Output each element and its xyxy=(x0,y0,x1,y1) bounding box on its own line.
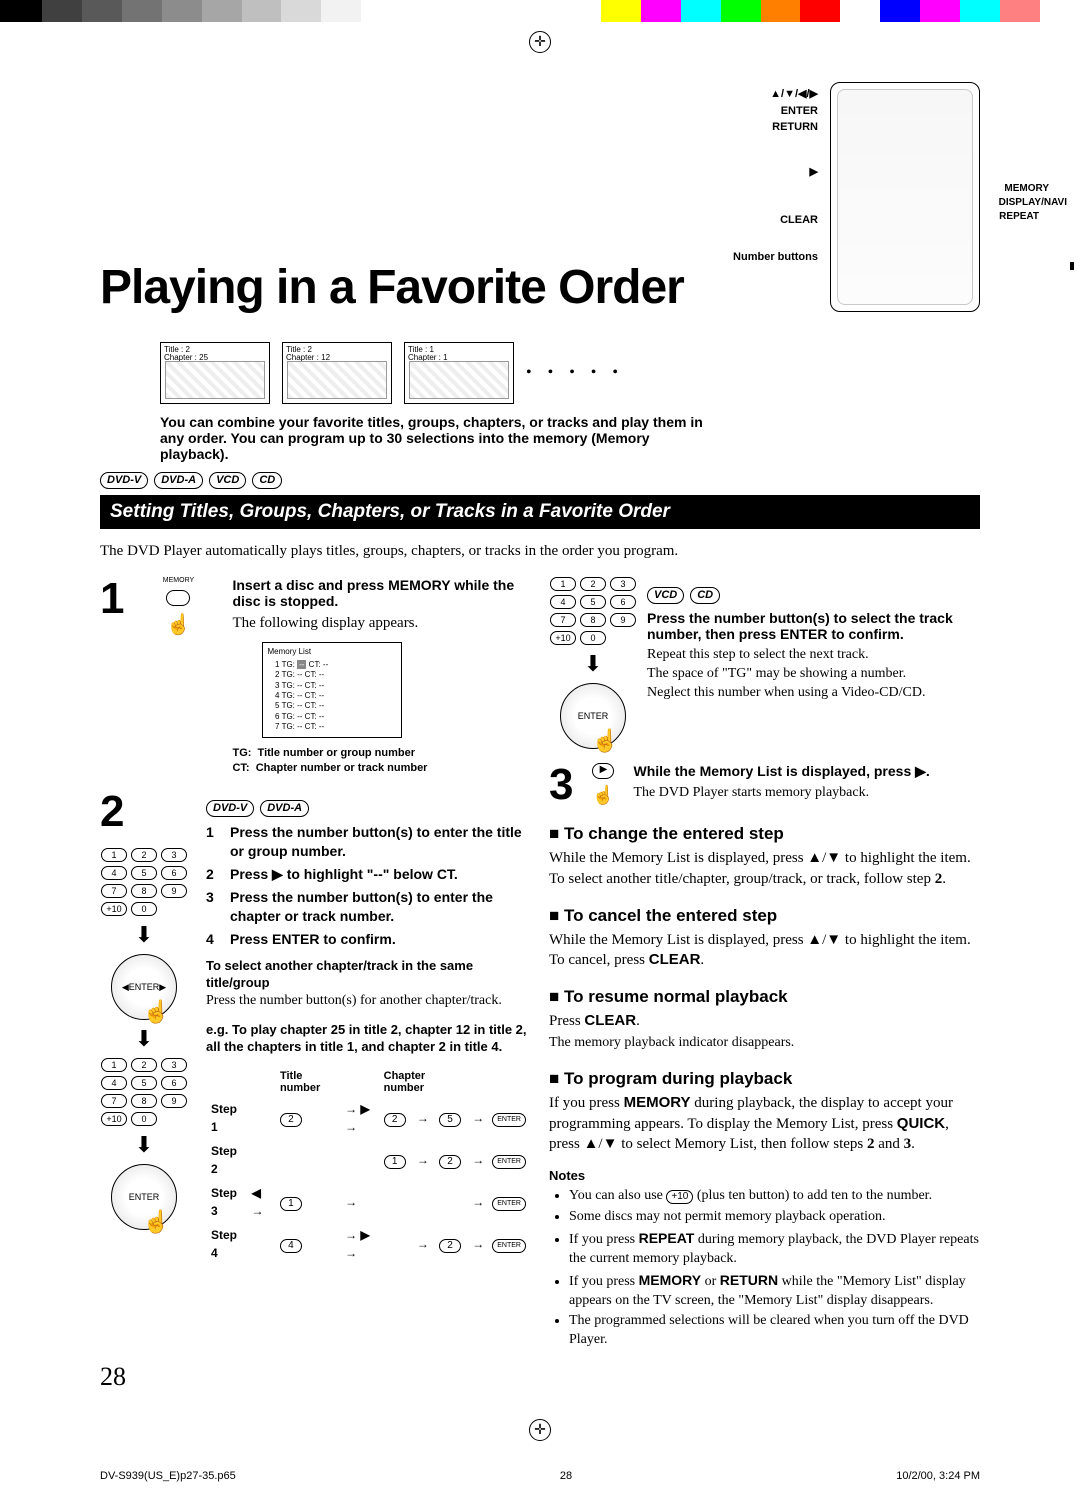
registration-mark-bottom: ✛ xyxy=(0,1410,1080,1450)
side-crop-mark xyxy=(1070,262,1074,270)
section-heading: Setting Titles, Groups, Chapters, or Tra… xyxy=(100,495,980,529)
step-number-1: 1 xyxy=(100,577,124,776)
page-title: Playing in a Favorite Order xyxy=(100,264,684,312)
intro-text: You can combine your favorite titles, gr… xyxy=(160,414,720,462)
step2-example-heading: e.g. To play chapter 25 in title 2, chap… xyxy=(206,1021,531,1056)
print-color-bar xyxy=(0,0,1080,22)
change-body: While the Memory List is displayed, pres… xyxy=(549,848,980,889)
step2-badges: DVD-VDVD-A xyxy=(206,800,531,817)
example-thumbnails: Title : 2Chapter : 25Title : 2Chapter : … xyxy=(160,342,980,404)
step-sequence-table: Title numberChapter number Step 12→ ▶ →2… xyxy=(206,1066,531,1266)
step2-sub-heading: To select another chapter/track in the s… xyxy=(206,957,531,992)
step2-sub-body: Press the number button(s) for another c… xyxy=(206,992,531,1011)
thumbnail: Title : 1Chapter : 1 xyxy=(404,342,514,404)
program-body: If you press MEMORY during playback, the… xyxy=(549,1093,980,1154)
notes-heading: Notes xyxy=(549,1168,980,1183)
step3-heading: While the Memory List is displayed, pres… xyxy=(633,763,980,780)
step-number-3: 3 xyxy=(549,763,573,807)
enter-dial-icon-2: ENTER☝ xyxy=(111,1164,177,1230)
resume-heading: To resume normal playback xyxy=(549,988,980,1005)
print-footer: DV-S939(US_E)p27-35.p65 28 10/2/00, 3:24… xyxy=(0,1450,1080,1502)
registration-mark-top: ✛ xyxy=(0,22,1080,62)
resume-body: Press CLEAR.The memory playback indicato… xyxy=(549,1011,980,1052)
step1-heading: Insert a disc and press MEMORY while the… xyxy=(232,577,531,609)
disc-type-badges: DVD-VDVD-AVCDCD xyxy=(100,472,980,489)
step2r-l1: Repeat this step to select the next trac… xyxy=(647,646,980,665)
cancel-body: While the Memory List is displayed, pres… xyxy=(549,930,980,971)
program-heading: To program during playback xyxy=(549,1070,980,1087)
step2r-badges: VCDCD xyxy=(647,587,980,604)
step2r-heading: Press the number button(s) to select the… xyxy=(647,610,980,642)
step-number-2: 2 xyxy=(100,790,124,834)
step2-keypad-icon: 123 456 789 +100 ⬇ ◀ENTER▶☝ ⬇ 123 456 78… xyxy=(100,848,188,1230)
enter-dial-icon-3: ENTER☝ xyxy=(560,683,626,749)
remote-left-labels: ▲/▼/◀/▶ ENTER RETURN ▶ CLEAR Number butt… xyxy=(733,86,818,265)
step1-icon: MEMORY ☝ xyxy=(134,577,222,776)
step2r-l2: The space of "TG" may be showing a numbe… xyxy=(647,665,980,684)
remote-illustration: MEMORY DISPLAY/NAVI REPEAT xyxy=(830,82,980,312)
step3-icon: ▶ ☝ xyxy=(583,763,623,807)
change-heading: To change the entered step xyxy=(549,825,980,842)
step2r-keypad-icon: 123 456 789 +100 ⬇ ENTER☝ xyxy=(549,577,637,749)
step2-instructions: 1Press the number button(s) to enter the… xyxy=(206,823,531,948)
enter-dial-icon: ◀ENTER▶☝ xyxy=(111,954,177,1020)
step2r-l3: Neglect this number when using a Video-C… xyxy=(647,684,980,703)
memory-list-display: Memory List 1 TG: -- CT: --2 TG: -- CT: … xyxy=(262,642,402,738)
memory-list-caption: TG: Title number or group number CT: Cha… xyxy=(232,746,531,777)
step3-body: The DVD Player starts memory playback. xyxy=(633,784,980,803)
step1-body: The following display appears. xyxy=(232,613,531,633)
cancel-heading: To cancel the entered step xyxy=(549,907,980,924)
thumbnail: Title : 2Chapter : 25 xyxy=(160,342,270,404)
thumbnail: Title : 2Chapter : 12 xyxy=(282,342,392,404)
section-lede: The DVD Player automatically plays title… xyxy=(100,541,980,561)
page-number: 28 xyxy=(100,1364,980,1390)
notes-list: You can also use +10 (plus ten button) t… xyxy=(561,1187,980,1350)
